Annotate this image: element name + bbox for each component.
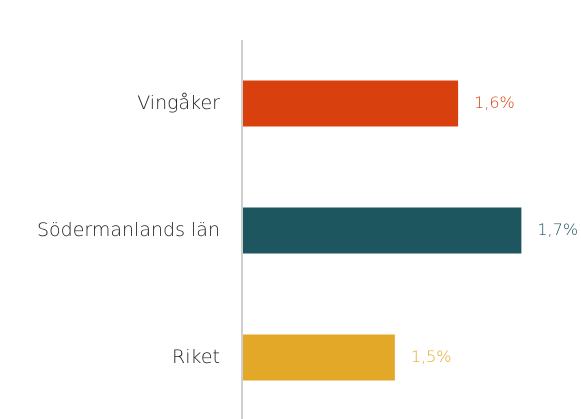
bar [243, 334, 395, 381]
category-label: Vingåker [137, 92, 220, 114]
bar [243, 207, 522, 254]
category-label: Södermanlands län [37, 219, 220, 241]
bar [243, 80, 459, 127]
value-label: 1,7% [537, 220, 578, 239]
category-label: Riket [172, 346, 220, 368]
value-label: 1,5% [411, 347, 452, 366]
value-label: 1,6% [474, 93, 515, 112]
